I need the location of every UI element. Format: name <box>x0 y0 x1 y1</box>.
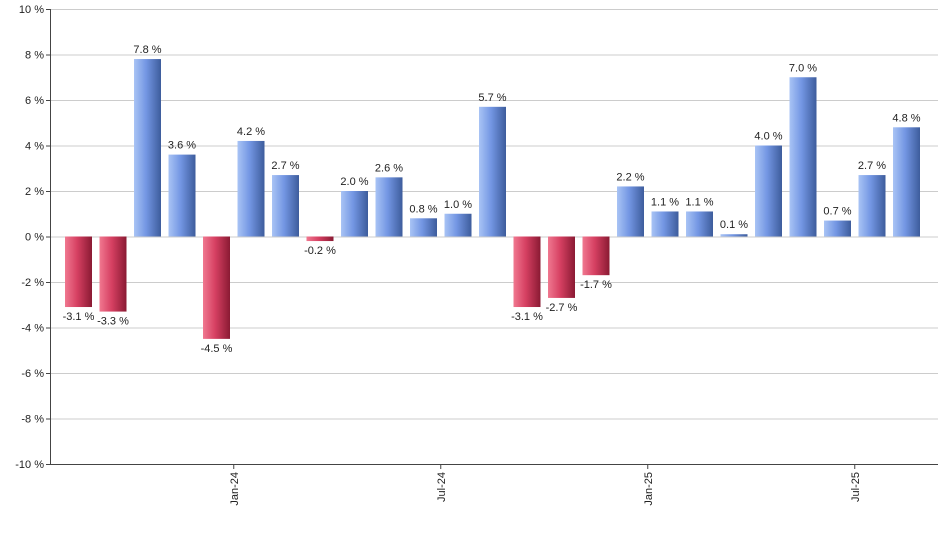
bar-positive <box>824 220 851 237</box>
bar-positive <box>755 145 782 237</box>
data-labels: -3.1 % -3.3 %7.8 %3.6 %-4.5 %4.2 %2.7 %-0… <box>63 44 921 355</box>
bar-positive <box>341 191 368 237</box>
bar-value-label: -3.3 % <box>97 316 129 328</box>
y-tick-label: 2 % <box>25 186 44 198</box>
bar-value-label: -2.7 % <box>546 302 578 314</box>
bar-value-label: -0.2 % <box>304 245 336 257</box>
y-tick-label: -8 % <box>21 414 44 426</box>
y-tick-label: 8 % <box>25 50 44 62</box>
x-tick-label: Jul-24 <box>436 472 448 502</box>
bar-value-label: 1.1 % <box>685 196 713 208</box>
bar-negative <box>582 236 610 276</box>
bar-positive <box>686 211 713 237</box>
bar-value-label: -4.5 % <box>201 343 233 355</box>
bar-value-label: 7.8 % <box>133 44 161 56</box>
y-axis-labels: 10 % 8 % 6 % 4 % 2 % 0 % -2 % -4 % -6 % -8 % -10 % <box>15 4 44 471</box>
bar-value-label: -1.7 % <box>580 279 612 291</box>
bar-value-label: -3.1 % <box>63 311 95 323</box>
bar-negative <box>513 236 541 308</box>
bar-positive <box>651 211 679 237</box>
bar-value-label: 0.7 % <box>823 206 851 218</box>
y-tick-label: -2 % <box>21 277 44 289</box>
x-tick-label: Jan-25 <box>643 472 655 506</box>
bar-value-label: 2.0 % <box>340 176 368 188</box>
bar-negative <box>65 236 92 308</box>
y-tick-label: -6 % <box>21 368 44 380</box>
bar-value-label: 2.2 % <box>616 171 644 183</box>
bar-positive <box>617 186 644 237</box>
y-tick-label: -4 % <box>21 323 44 335</box>
bar-positive <box>720 234 748 237</box>
x-axis-labels: Jan-24 Jul-24 Jan-25 Jul-25 <box>229 464 862 506</box>
x-tick-label: Jan-24 <box>229 472 241 506</box>
bar-positive <box>375 177 403 237</box>
bar-value-label: 4.8 % <box>892 112 920 124</box>
bar-value-label: 4.0 % <box>754 131 782 143</box>
bar-positive <box>789 77 817 237</box>
bar-positive <box>479 106 506 237</box>
y-tick-label: 10 % <box>19 4 44 16</box>
bar-value-label: 2.7 % <box>858 160 886 172</box>
bar-positive <box>410 218 437 237</box>
y-tick-label: 0 % <box>25 232 44 244</box>
y-tick-label: 6 % <box>25 95 44 107</box>
bar-value-label: -3.1 % <box>511 311 543 323</box>
bar-positive <box>893 127 920 237</box>
bar-positive <box>237 140 265 237</box>
axes <box>50 9 938 465</box>
bar-negative <box>203 236 230 339</box>
bars <box>65 59 920 339</box>
bar-positive <box>168 154 196 237</box>
x-tick-label: Jul-25 <box>850 472 862 502</box>
bar-positive <box>444 213 472 237</box>
bar-negative <box>99 236 127 312</box>
bar-value-label: 2.7 % <box>271 160 299 172</box>
y-tick-label: -10 % <box>15 459 44 471</box>
bar-positive <box>272 175 299 237</box>
bar-value-label: 1.1 % <box>651 196 679 208</box>
y-tick-label: 4 % <box>25 141 44 153</box>
bar-value-label: 2.6 % <box>375 162 403 174</box>
bar-value-label: 1.0 % <box>444 199 472 211</box>
bar-value-label: 3.6 % <box>168 140 196 152</box>
bar-value-label: 4.2 % <box>237 126 265 138</box>
bar-value-label: 7.0 % <box>789 62 817 74</box>
bar-value-label: 0.8 % <box>409 203 437 215</box>
bar-negative <box>306 236 334 242</box>
bar-value-label: 5.7 % <box>478 92 506 104</box>
bar-negative <box>548 236 575 298</box>
bar-positive <box>134 59 161 237</box>
bar-value-label: 0.1 % <box>720 219 748 231</box>
bar-positive <box>858 175 886 237</box>
